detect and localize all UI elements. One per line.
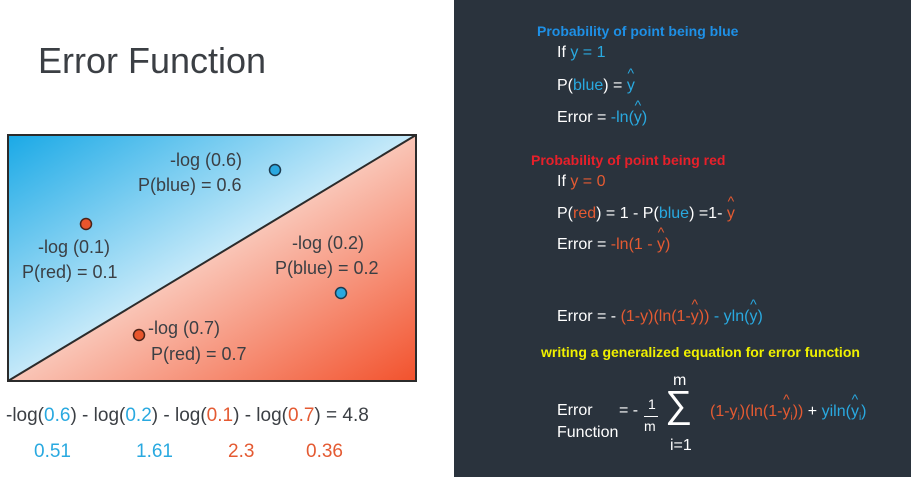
decision-boundary-line [7,134,417,382]
if-y-equals-0: If y = 0 [557,173,606,190]
label-red-left-log: -log (0.1) [38,237,111,257]
combined-error-equation: Error = - (1-y)(ln(1-y)) - yln(y) [557,296,763,326]
blue-probability-header: Probability of point being blue [537,23,739,39]
error-blue: Error = -ln(y) [557,97,647,127]
generalized-error-terms: (1-yi)(ln(1-yi)) + yiln(yi) [710,391,867,423]
red-point-bottom [132,328,146,342]
sum-equation: -log(0.6) - log(0.2) - log(0.1) - log(0.… [6,405,369,426]
generalized-equation-header: writing a generalized equation for error… [541,344,860,360]
label-red-bottom-prob: P(red) = 0.7 [151,344,247,364]
function-word: Function [557,424,619,441]
p-blue-equals-yhat: P(blue) = y [557,65,635,95]
label-blue-right-log: -log (0.2) [292,233,365,253]
fraction-bar [644,416,658,417]
label-blue-right-prob: P(blue) = 0.2 [275,258,379,278]
value-1-61: 1.61 [136,441,173,462]
label-blue-top-prob: P(blue) = 0.6 [138,175,242,195]
fraction-denominator: m [644,418,656,434]
blue-point-right [334,286,348,300]
error-word: Error [557,402,593,419]
blue-point-top [268,163,282,177]
red-probability-header: Probability of point being red [531,152,726,168]
label-red-left-prob: P(red) = 0.1 [22,262,118,282]
error-red: Error = -ln(1 - y) [557,224,670,254]
value-0-51: 0.51 [34,441,71,462]
equals-minus: = - [619,402,639,419]
sum-lower-limit: i=1 [670,437,692,454]
fraction-numerator: 1 [648,396,656,412]
if-y-equals-1: If y = 1 [557,44,606,61]
p-red-equation: P(red) = 1 - P(blue) =1- y [557,193,735,223]
slide-left: Error Function -log (0.6) P(blue) = 0.6 … [0,0,454,477]
classification-diagram [7,134,417,382]
page-title: Error Function [38,40,267,81]
sigma-symbol: ∑ [665,384,693,426]
label-red-bottom-log: -log (0.7) [148,318,221,338]
red-point-left [79,217,93,231]
value-2-3: 2.3 [228,441,255,462]
sum-upper-limit: m [673,372,687,389]
label-blue-top-log: -log (0.6) [170,150,243,170]
notes-panel: Probability of point being blue If y = 1… [454,0,911,477]
value-0-36: 0.36 [306,441,343,462]
